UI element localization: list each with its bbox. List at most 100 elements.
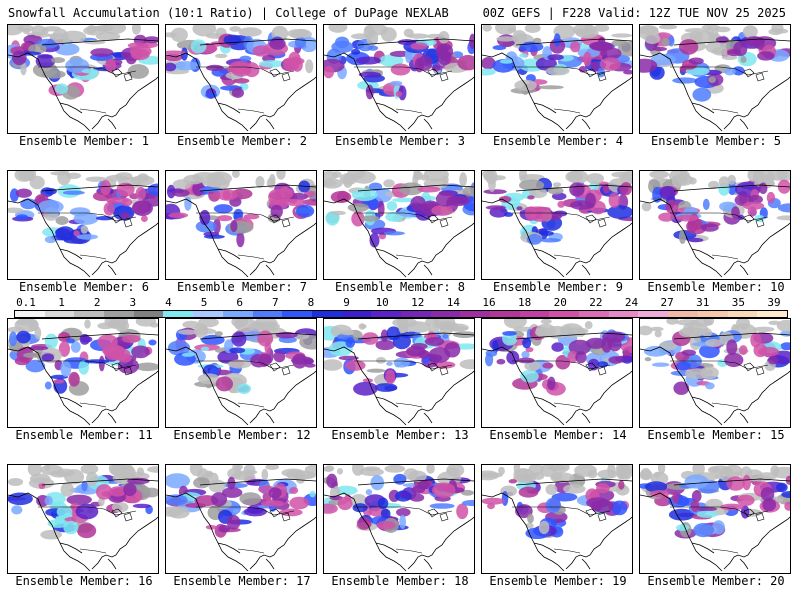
snowfall-blob [675, 361, 691, 371]
snowfall-blob [555, 354, 571, 370]
colorbar-tick-label: 27 [660, 296, 674, 309]
snowfall-blob [85, 176, 107, 182]
snowfall-blob [485, 353, 494, 367]
snowfall-blob [640, 58, 658, 73]
heavy-snow-blob [760, 487, 775, 502]
snowfall-blob [392, 333, 411, 350]
snowfall-blob [533, 37, 542, 44]
snowfall-blob [516, 206, 523, 211]
snowfall-blob [324, 65, 334, 79]
heavy-snow-blob [273, 350, 286, 363]
snowfall-map [324, 319, 474, 426]
country-border [38, 360, 137, 408]
colorbar-tick-label: 6 [236, 296, 244, 309]
snowfall-blob [294, 36, 307, 49]
snowfall-blob [66, 338, 75, 344]
snowfall-blob [426, 465, 435, 474]
snowfall-blob [742, 25, 758, 39]
heavy-snow-blob [100, 180, 112, 196]
colorbar-tick-label: 12 [411, 296, 425, 309]
snowfall-blob [337, 468, 343, 475]
ensemble-member-label: Ensemble Member: 16 [15, 574, 153, 588]
snowfall-blob [51, 57, 65, 64]
snowfall-blob [393, 357, 410, 368]
snowfall-blob [457, 55, 474, 71]
snowfall-blob [392, 197, 417, 203]
snowfall-blob [724, 67, 736, 76]
snowfall-blob [425, 319, 440, 327]
snowfall-blob [688, 57, 704, 65]
snowfall-blob [334, 485, 358, 496]
ensemble-member-label: Ensemble Member: 3 [334, 134, 466, 148]
snowfall-blob [351, 211, 365, 227]
snowfall-blob [189, 465, 203, 477]
coastline [324, 38, 474, 132]
snowfall-blob [522, 337, 532, 349]
snowfall-blob [498, 466, 505, 476]
snowfall-map [324, 171, 474, 278]
colorbar-swatch [549, 311, 580, 317]
snowfall-blob [166, 494, 188, 506]
ensemble-member-label: Ensemble Member: 5 [650, 134, 782, 148]
snowfall-blob [768, 320, 781, 325]
colorbar-swatch [193, 311, 223, 317]
snowfall-blob [365, 489, 373, 496]
heavy-snow-blob [292, 353, 308, 369]
heavy-snow-blob [90, 48, 114, 57]
snowfall-map [482, 465, 632, 572]
colorbar-tick-label: 3 [129, 296, 137, 309]
snowfall-blob [362, 332, 379, 345]
colorbar-swatch [133, 311, 164, 317]
snowfall-blob [180, 47, 188, 61]
snowfall-blob [269, 173, 276, 185]
heavy-snow-blob [608, 356, 624, 364]
snowfall-blob [784, 501, 790, 511]
snowfall-blob [644, 33, 661, 44]
colorbar-swatch [400, 311, 431, 317]
country-border [38, 212, 137, 260]
snowfall-blob [20, 198, 37, 210]
heavy-snow-blob [410, 42, 428, 50]
heavy-snow-blob [418, 350, 430, 359]
snowfall-blob [776, 215, 790, 221]
snowfall-blob [44, 495, 53, 506]
snowfall-blob [705, 339, 723, 347]
snowfall-blob [359, 468, 384, 476]
colorbar-swatch [579, 311, 609, 317]
snowfall-blob [227, 476, 236, 490]
great-lakes [585, 214, 607, 228]
ensemble-member-label: Ensemble Member: 19 [489, 574, 627, 588]
snowfall-blob [223, 482, 248, 489]
ensemble-map-panel [7, 464, 159, 574]
snowfall-blob [681, 349, 696, 356]
snowfall-blob [222, 487, 243, 498]
snowfall-blob [9, 331, 18, 347]
snowfall-blob [607, 205, 632, 219]
snowfall-blob [431, 64, 441, 72]
snowfall-blob [553, 33, 561, 47]
ensemble-map-panel [7, 24, 159, 134]
snowfall-map [640, 465, 790, 572]
snowfall-blob [375, 339, 396, 351]
snowfall-blob [229, 347, 246, 354]
snowfall-blob [380, 508, 391, 519]
snowfall-blob [197, 373, 220, 385]
snowfall-blob [693, 219, 703, 230]
snowfall-blob [483, 189, 507, 195]
snowfall-blob [192, 25, 217, 37]
colorbar-swatch [668, 311, 698, 317]
snowfall-blob [676, 214, 699, 222]
snowfall-blob [40, 529, 63, 540]
snowfall-blob [360, 324, 367, 329]
snowfall-blob [399, 491, 410, 499]
snowfall-blob [214, 331, 223, 337]
snowfall-blob [127, 64, 149, 79]
snowfall-blob [397, 39, 416, 46]
snowfall-blob [25, 359, 46, 373]
snowfall-blob [611, 500, 628, 516]
ensemble-map-panel [323, 464, 475, 574]
snowfall-map [166, 319, 316, 426]
snowfall-blob [48, 33, 66, 39]
great-lakes [743, 214, 765, 228]
snowfall-blob [337, 496, 353, 511]
